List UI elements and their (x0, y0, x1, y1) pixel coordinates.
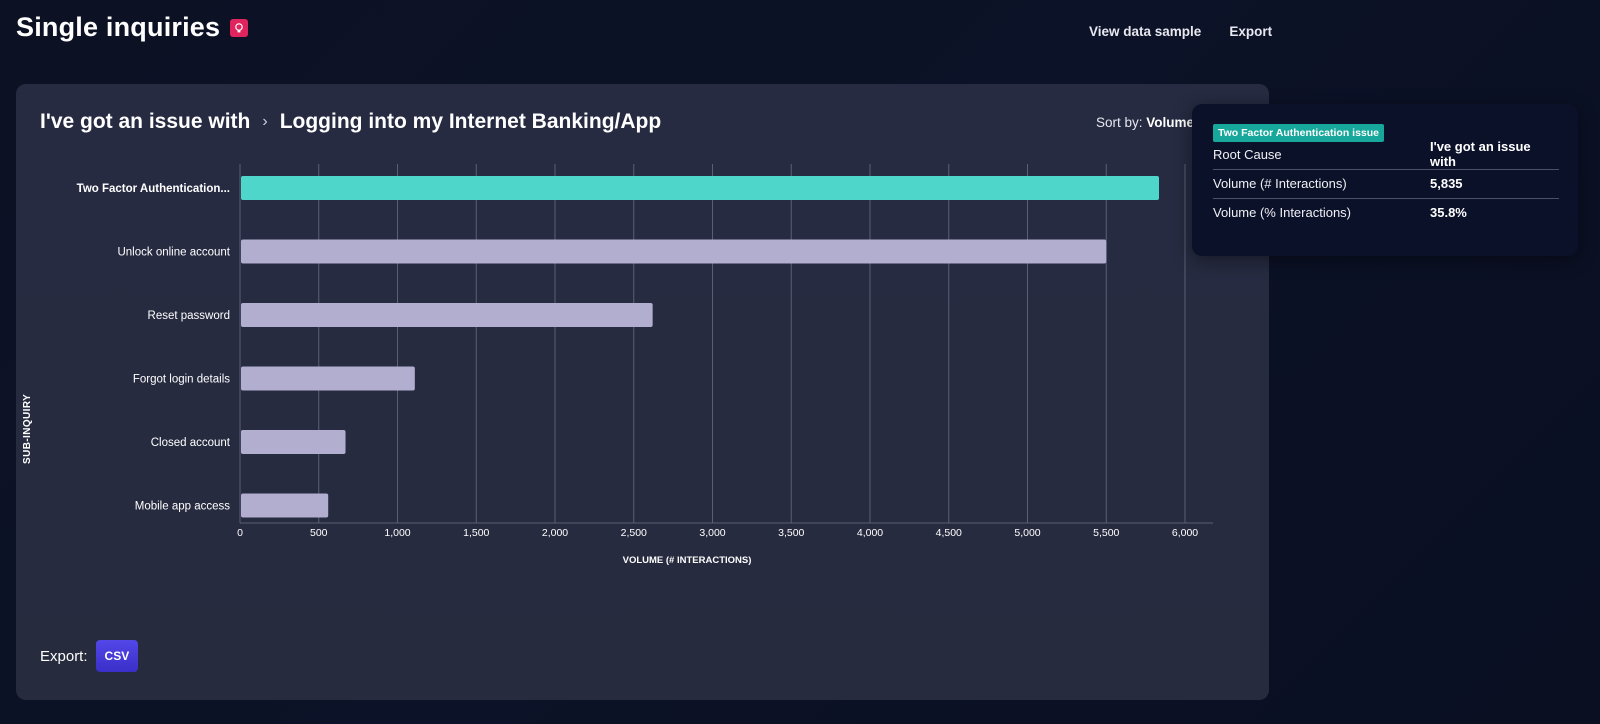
x-tick-label: 5,000 (1014, 527, 1040, 539)
chart-card: I've got an issue with › Logging into my… (16, 84, 1269, 700)
breadcrumb-parent[interactable]: I've got an issue with (40, 110, 251, 133)
bar[interactable] (241, 366, 415, 391)
page-title-text: Single inquiries (16, 12, 221, 42)
breadcrumb: I've got an issue with › Logging into my… (40, 110, 661, 134)
tooltip-row: Volume (% Interactions) 35.8% (1213, 198, 1559, 226)
y-category-label: Unlock online account (117, 247, 230, 259)
x-tick-label: 1,000 (384, 527, 410, 539)
y-category-label: Mobile app access (135, 501, 230, 513)
lightbulb-icon[interactable] (230, 18, 249, 37)
tooltip-row-label: Root Cause (1213, 146, 1282, 162)
export-label: Export: (40, 647, 88, 665)
tooltip-row: Volume (# Interactions) 5,835 (1213, 169, 1559, 197)
view-data-sample-link[interactable]: View data sample (1089, 24, 1202, 39)
x-tick-label: 5,500 (1093, 527, 1119, 539)
bar[interactable] (241, 493, 329, 518)
y-category-label: Reset password (148, 310, 230, 322)
header-actions: View data sample Export (1089, 24, 1272, 39)
bar-chart: 0 500 1,000 1,500 2,000 2,500 3,000 3,500 4,000 4… (77, 164, 1213, 566)
tooltip-row: Root Cause I've got an issue with (1213, 139, 1559, 169)
bar[interactable] (241, 430, 346, 454)
x-tick-label: 4,000 (857, 527, 883, 539)
csv-export-button[interactable]: CSV (95, 640, 139, 672)
x-tick-label: 4,500 (936, 527, 962, 539)
tooltip-row-value: 5,835 (1430, 175, 1463, 191)
y-category-label: Forgot login details (133, 374, 230, 386)
tooltip-row-value: 35.8% (1430, 204, 1467, 220)
x-tick-label: 6,000 (1172, 527, 1198, 539)
tooltip-divider (1213, 198, 1559, 199)
sort-label: Sort by: (1096, 115, 1143, 130)
x-tick-label: 500 (310, 527, 328, 539)
tooltip-divider (1213, 169, 1559, 170)
x-tick-label: 0 (237, 527, 243, 539)
x-tick-label: 2,000 (542, 527, 568, 539)
tooltip-row-label: Volume (# Interactions) (1213, 175, 1347, 191)
breadcrumb-current: Logging into my Internet Banking/App (279, 110, 662, 133)
y-category-label: Two Factor Authentication... (77, 183, 230, 195)
x-tick-label: 3,000 (699, 527, 725, 539)
x-tick-label: 3,500 (778, 527, 804, 539)
sort-control[interactable]: Sort by: Volume (1096, 115, 1194, 130)
chevron-right-icon: › (262, 113, 268, 130)
tooltip-row-label: Volume (% Interactions) (1213, 204, 1352, 220)
tooltip-badge: Two Factor Authentication issue (1213, 124, 1385, 142)
bar[interactable] (241, 303, 653, 327)
x-tick-label: 2,500 (621, 527, 647, 539)
export-link[interactable]: Export (1229, 24, 1273, 39)
bar-tooltip: Two Factor Authentication issue Root Cau… (1192, 104, 1578, 256)
export-row: Export: CSV (40, 640, 139, 672)
page-title: Single inquiries (16, 12, 249, 43)
bar-highlighted[interactable] (241, 176, 1160, 200)
tooltip-row-value: I've got an issue with (1430, 139, 1531, 169)
sort-value[interactable]: Volume (1146, 115, 1195, 130)
y-category-label: Closed account (151, 437, 231, 449)
bar[interactable] (241, 239, 1107, 264)
x-axis-title: VOLUME (# INTERACTIONS) (623, 555, 752, 566)
x-tick-label: 1,500 (463, 527, 489, 539)
